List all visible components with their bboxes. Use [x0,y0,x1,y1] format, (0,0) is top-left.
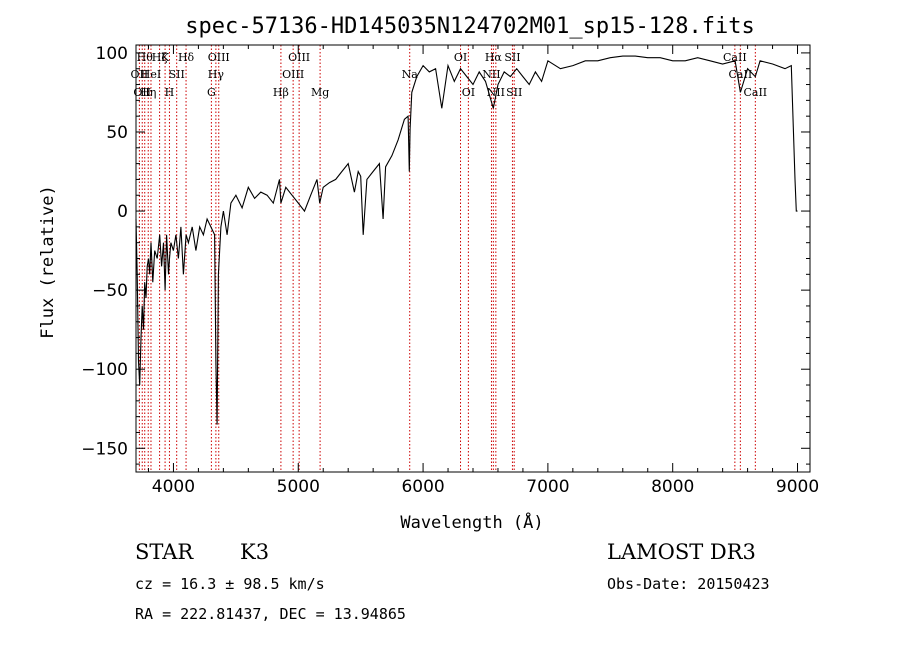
x-tick-label: 9000 [776,477,819,497]
x-tick-label: 4000 [152,477,195,497]
spectral-line-label: Hβ [273,86,289,99]
plot-frame [135,44,811,473]
spectral-line-label: Na [402,68,419,81]
spectral-line-label: NII [482,68,500,81]
y-axis-label: Flux (relative) [38,185,58,339]
spectral-line-labels: OII OII Hθ Hη HeI HζK H SII Hδ G Hγ OIII Hβ OIII OIII M… [131,51,768,99]
spectral-line-label: K [161,51,170,64]
spectral-line-label: Hζ [152,51,168,64]
x-tick-label: 5000 [277,477,320,497]
object-subclass: K3 [240,540,269,564]
survey-name: LAMOST DR3 [607,540,756,564]
y-tick-label: −50 [92,281,128,301]
object-class: STAR [135,540,194,564]
x-tick-label: 7000 [526,477,569,497]
spectral-line-label: OI [454,51,467,64]
spectral-line-label: Hγ [208,68,225,81]
spectral-line-label: SII [169,68,185,81]
spectral-line-markers [138,45,756,472]
y-tick-label: 50 [106,123,128,143]
spectral-line-label: Hθ [137,51,154,64]
spectral-line-label: OII [133,86,151,99]
spectral-line-label: G [207,86,216,99]
spectral-line-label: HeI [141,68,161,81]
y-tick-label: −100 [81,360,128,380]
observation-date: Obs-Date: 20150423 [607,575,770,593]
spectral-line-label: SII [506,86,522,99]
y-tick-label: −150 [81,439,128,459]
x-tick-label: 6000 [401,477,444,497]
spectral-line-label: Hη [140,86,156,99]
coordinates: RA = 222.81437, DEC = 13.94865 [135,605,406,623]
spectral-line-label: OIII [282,68,304,81]
spectral-line-label: SII [504,51,520,64]
spectral-line-label: OIII [288,51,310,64]
x-axis-ticks: 4000 5000 6000 7000 8000 9000 [147,45,819,497]
spectral-line-label: Hδ [178,51,195,64]
x-tick-label: 8000 [651,477,694,497]
spectral-line-label: CaII [743,86,767,99]
y-tick-label: 0 [117,202,128,222]
spectral-line-label: CaII [723,51,747,64]
spectral-line-label: NII [487,86,505,99]
y-tick-label: 100 [96,44,128,64]
redshift-cz: cz = 16.3 ± 98.5 km/s [135,575,325,593]
spectral-line-label: H [165,86,175,99]
spectral-line-label: OII [131,68,149,81]
chart-title: spec-57136-HD145035N124702M01_sp15-128.f… [185,14,755,39]
spectral-line-label: OI [462,86,475,99]
spectrum-line [135,55,798,425]
spectral-line-label: Mg [311,86,329,99]
spectral-line-label: Hα [485,51,503,64]
x-axis-label: Wavelength (Å) [400,511,543,533]
spectral-line-label: OIII [208,51,230,64]
y-axis-ticks: 100 50 0 −50 −100 −150 [81,44,810,465]
